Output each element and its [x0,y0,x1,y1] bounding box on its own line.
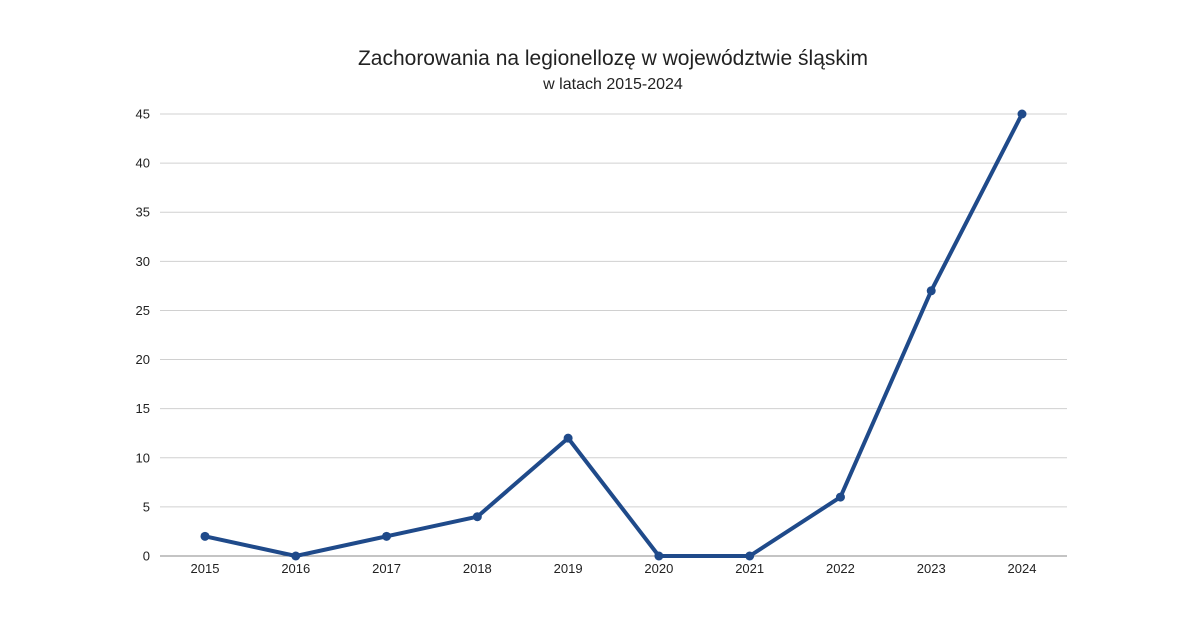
gridlines [160,113,1067,557]
y-tick-label: 20 [136,352,150,367]
y-tick-label: 25 [136,303,150,318]
data-point [654,551,664,561]
x-tick-label: 2015 [191,561,220,576]
y-axis-ticks: 0 5 10 15 20 25 30 35 40 45 [136,107,150,564]
y-tick-label: 15 [136,401,150,416]
x-tick-label: 2020 [644,561,673,576]
chart-subtitle: w latach 2015-2024 [543,76,683,93]
series-line [203,112,1024,558]
y-tick-label: 45 [136,107,150,122]
data-point [563,433,573,443]
data-point [835,492,845,502]
data-point [1017,109,1027,119]
data-point [291,551,301,561]
x-tick-label: 2018 [463,561,492,576]
data-point [472,512,482,522]
y-tick-label: 35 [136,205,150,220]
x-tick-label: 2024 [1008,561,1037,576]
y-tick-label: 0 [143,549,150,564]
x-tick-label: 2017 [372,561,401,576]
x-tick-label: 2022 [826,561,855,576]
y-tick-label: 10 [136,450,150,465]
data-point [382,531,392,541]
x-tick-label: 2023 [917,561,946,576]
data-point [745,551,755,561]
y-tick-label: 5 [143,499,150,514]
series-layer [200,109,1027,561]
x-tick-label: 2019 [554,561,583,576]
x-axis-ticks: 2015 2016 2017 2018 2019 2020 2021 2022 2023 2024 [191,561,1037,576]
chart-title: Zachorowania na legionellozę w województ… [357,47,869,70]
data-point [200,531,210,541]
y-tick-label: 30 [136,254,150,269]
x-tick-label: 2016 [281,561,310,576]
y-tick-label: 40 [136,156,150,171]
data-point [926,286,936,296]
x-tick-label: 2021 [735,561,764,576]
